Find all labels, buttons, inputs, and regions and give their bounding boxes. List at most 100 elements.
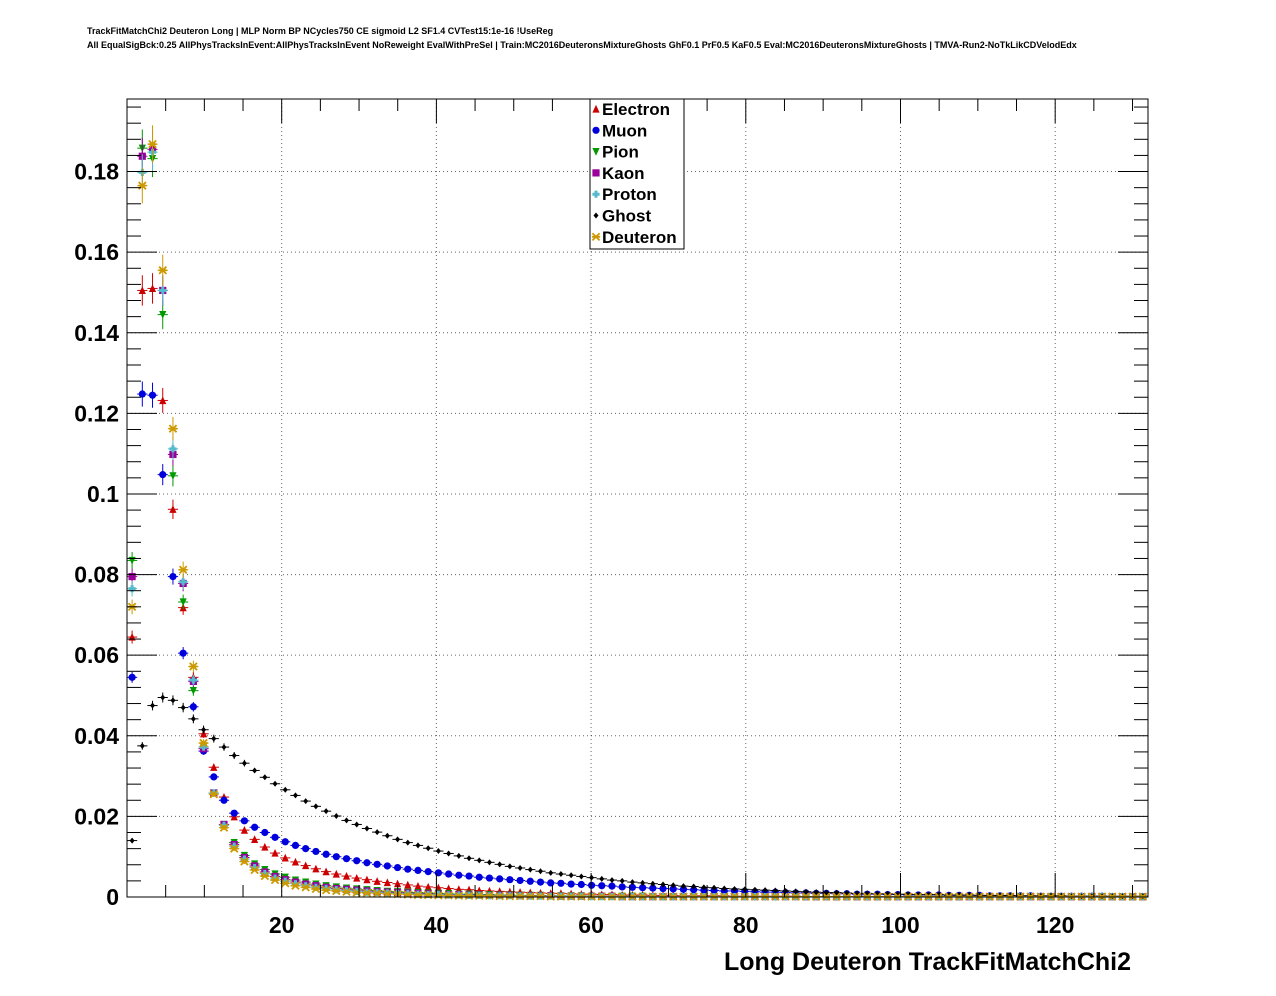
point-ghost: [629, 879, 635, 886]
point-deuteron: [148, 139, 157, 149]
legend-label-pion: Pion: [602, 143, 639, 162]
point-muon: [577, 880, 585, 889]
point-deuteron: [158, 266, 167, 275]
point-muon: [414, 866, 422, 875]
point-ghost: [660, 881, 666, 888]
y-tick-label: 0: [106, 884, 119, 910]
point-ghost: [333, 812, 339, 819]
point-deuteron: [515, 891, 525, 901]
y-tick-label: 0.08: [74, 562, 119, 588]
y-tick-label: 0.04: [74, 723, 119, 749]
point-electron: [281, 853, 289, 862]
point-electron: [363, 875, 371, 884]
axes: 20 40 60 80 100 120 0 0.02 0.04 0.06 0.08 0.1 0.12 0.…: [74, 99, 1148, 938]
point-muon: [455, 871, 463, 879]
point-ghost: [456, 852, 462, 859]
point-ghost: [303, 798, 309, 805]
point-ghost: [834, 889, 840, 896]
point-muon: [353, 857, 361, 865]
point-electron: [332, 869, 340, 878]
point-ghost: [599, 875, 605, 882]
point-ghost: [364, 825, 370, 832]
point-muon: [291, 841, 300, 850]
point-deuteron: [342, 887, 351, 896]
point-proton: [312, 883, 320, 891]
point-electron: [251, 835, 259, 843]
point-ghost: [466, 855, 472, 862]
data-marks: [127, 125, 1148, 901]
point-muon: [210, 773, 218, 781]
point-electron: [393, 879, 402, 888]
point-ghost: [354, 821, 360, 828]
point-ghost: [772, 887, 778, 894]
point-electron: [271, 848, 279, 857]
point-muon: [669, 885, 677, 893]
point-deuteron: [332, 886, 341, 896]
point-deuteron: [444, 891, 453, 900]
point-deuteron: [321, 885, 331, 895]
point-ghost: [446, 850, 452, 857]
point-muon: [159, 471, 167, 479]
point-proton: [302, 882, 310, 890]
point-ghost: [568, 872, 574, 879]
point-muon: [312, 847, 320, 856]
x-axis-title: Long Deuteron TrackFitMatchChi2: [724, 948, 1131, 976]
point-ghost: [803, 888, 809, 895]
point-ghost: [517, 864, 523, 871]
point-proton: [220, 821, 228, 829]
y-tick-label: 0.14: [74, 320, 119, 346]
point-muon: [445, 870, 453, 878]
point-ghost: [497, 861, 503, 868]
point-ghost: [384, 832, 390, 839]
point-muon: [567, 880, 575, 888]
point-proton: [128, 585, 136, 593]
point-proton: [240, 855, 249, 863]
point-ghost: [823, 889, 829, 896]
point-ghost: [548, 869, 554, 876]
point-ghost: [272, 780, 278, 787]
point-pion: [179, 598, 187, 607]
point-electron: [302, 861, 310, 870]
point-ghost: [313, 803, 319, 810]
y-tick-label: 0.1: [87, 481, 119, 507]
point-muon: [628, 883, 636, 891]
point-proton: [199, 743, 208, 751]
y-tick-label: 0.16: [74, 239, 119, 265]
x-tick-label: 20: [269, 912, 295, 938]
point-muon: [332, 853, 340, 861]
point-deuteron: [362, 888, 372, 898]
point-proton: [189, 676, 197, 684]
point-ghost: [425, 845, 431, 852]
point-muon: [261, 828, 269, 837]
point-ghost: [190, 715, 196, 722]
point-deuteron: [250, 865, 259, 875]
point-deuteron: [209, 789, 219, 799]
point-deuteron: [372, 889, 382, 898]
point-ghost: [558, 871, 564, 878]
legend-marker-deuteron: [591, 232, 601, 242]
point-muon: [424, 868, 432, 876]
point-muon: [659, 884, 667, 893]
point-muon: [322, 850, 330, 858]
point-ghost: [170, 697, 176, 704]
point-electron: [383, 878, 391, 887]
point-muon: [383, 862, 391, 870]
x-tick-label: 80: [733, 912, 759, 938]
legend: Electron Muon Pion Kaon Proton Ghost Deuteron: [589, 98, 685, 250]
point-proton: [169, 445, 177, 453]
point-ghost: [262, 774, 268, 781]
point-deuteron: [536, 891, 545, 901]
legend-marker-kaon: [592, 169, 600, 177]
point-electron: [291, 857, 300, 866]
point-ghost: [476, 857, 482, 864]
point-electron: [373, 877, 381, 885]
point-electron: [261, 842, 269, 851]
point-ghost: [711, 884, 717, 891]
legend-label-deuteron: Deuteron: [602, 228, 677, 247]
point-deuteron: [505, 891, 515, 901]
point-proton: [291, 880, 300, 888]
point-muon: [240, 817, 249, 825]
point-ghost: [527, 866, 533, 873]
point-ghost: [507, 863, 513, 870]
point-deuteron: [229, 844, 239, 853]
